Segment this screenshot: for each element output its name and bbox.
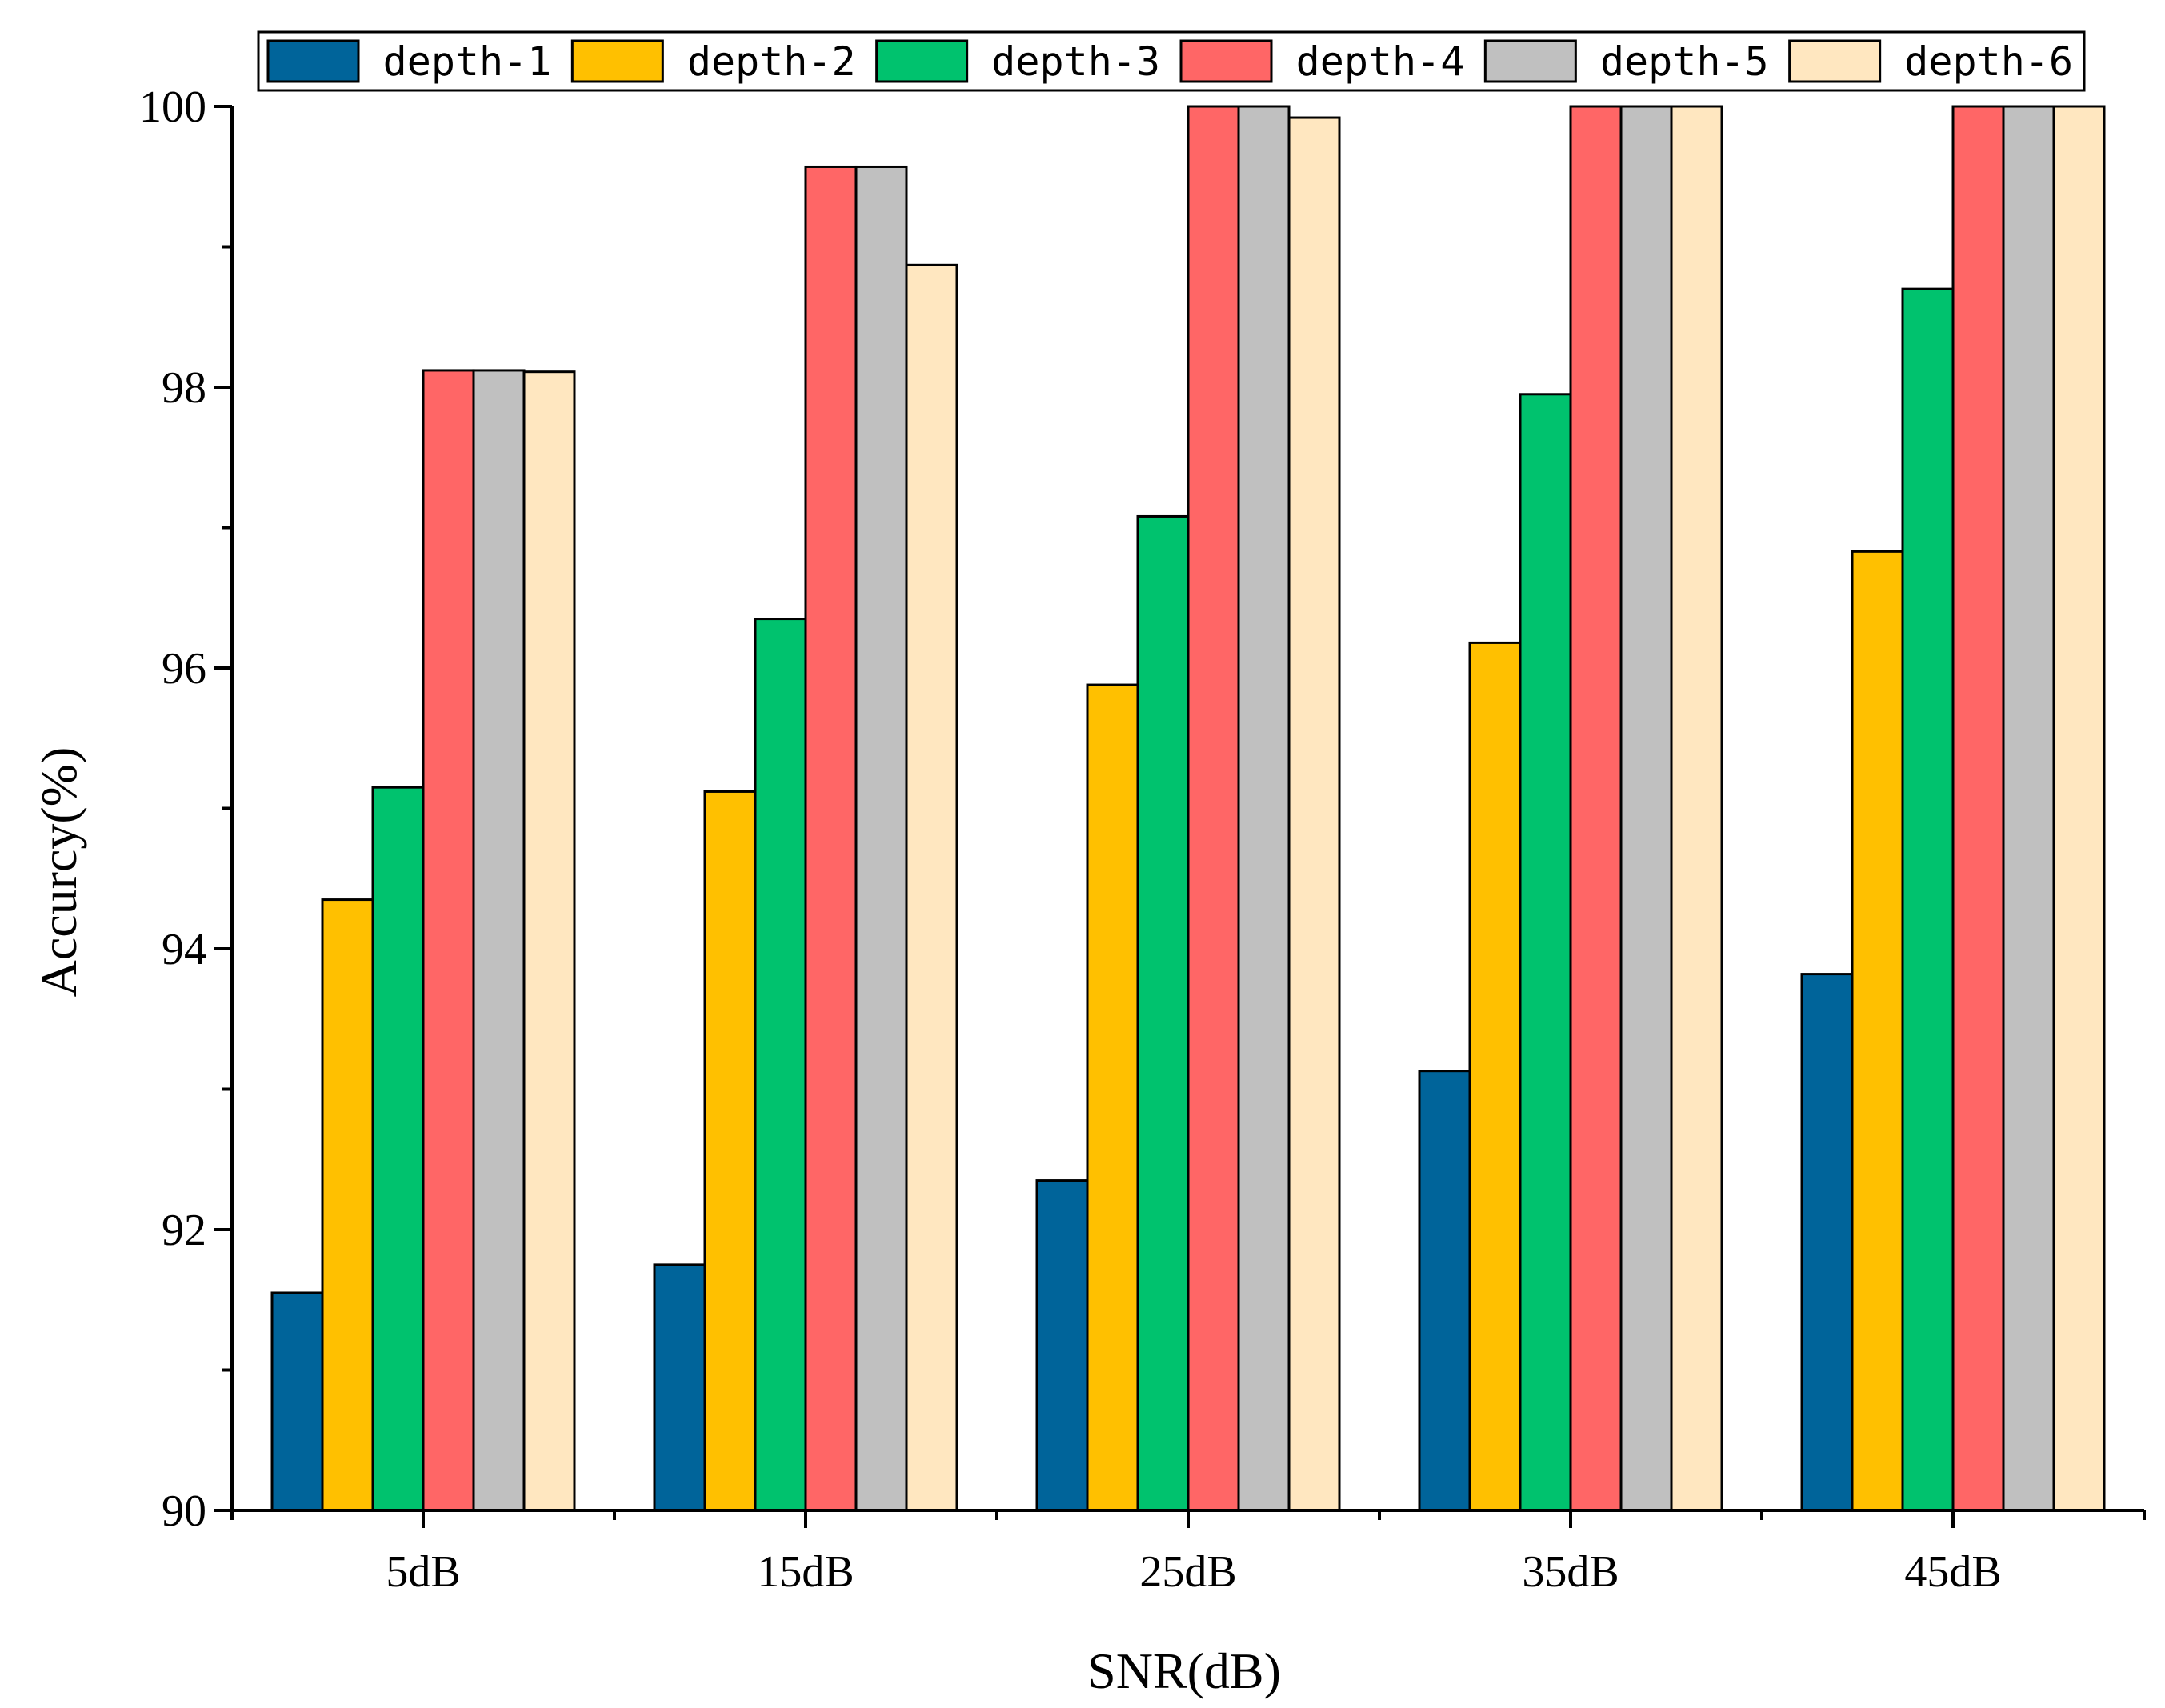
legend-swatch-depth-5 [1483, 39, 1577, 83]
bars-layer [270, 105, 2106, 1512]
legend-swatch-depth-2 [570, 39, 664, 83]
legend-label-depth-4: depth-4 [1296, 38, 1465, 85]
bar-depth-3-25dB [1136, 514, 1190, 1512]
x-tick-label: 35dB [1522, 1547, 1619, 1597]
bar-depth-3-45dB [1901, 287, 1955, 1512]
bar-depth-6-5dB [522, 370, 576, 1512]
x-tick-label: 15dB [757, 1547, 854, 1597]
legend-label-depth-2: depth-2 [687, 38, 856, 85]
bar-depth-1-15dB [653, 1263, 706, 1512]
legend-swatch-depth-6 [1788, 39, 1882, 83]
bar-depth-5-35dB [1619, 105, 1673, 1512]
bar-depth-2-25dB [1086, 683, 1139, 1512]
x-axis-title: SNR(dB) [1087, 1642, 1281, 1699]
bar-depth-4-45dB [1951, 105, 2005, 1512]
bar-depth-4-15dB [804, 165, 858, 1512]
bar-depth-6-45dB [2052, 105, 2106, 1512]
bar-depth-1-45dB [1800, 973, 1854, 1512]
legend-swatch-depth-1 [266, 39, 360, 83]
y-tick-label: 94 [162, 925, 206, 974]
legend-label-depth-1: depth-1 [383, 38, 552, 85]
legend-label-depth-3: depth-3 [991, 38, 1160, 85]
x-tick-label: 5dB [386, 1547, 460, 1597]
bar-depth-2-45dB [1851, 550, 1904, 1512]
y-tick-label: 90 [162, 1486, 206, 1536]
bar-depth-1-35dB [1418, 1070, 1471, 1512]
bar-depth-4-35dB [1569, 105, 1623, 1512]
bar-depth-4-5dB [422, 369, 475, 1512]
bar-depth-2-35dB [1468, 641, 1522, 1512]
bar-depth-6-15dB [905, 263, 958, 1512]
legend-label-depth-5: depth-5 [1600, 38, 1769, 85]
bar-depth-3-15dB [754, 618, 807, 1512]
bar-depth-6-25dB [1287, 116, 1341, 1512]
bar-depth-4-25dB [1187, 105, 1240, 1512]
legend-swatch-depth-3 [875, 39, 969, 83]
bar-depth-5-25dB [1237, 105, 1291, 1512]
x-tick-label: 45dB [1904, 1547, 2001, 1597]
bar-depth-5-45dB [2002, 105, 2055, 1512]
legend-label-depth-6: depth-6 [1904, 38, 2073, 85]
bar-depth-1-25dB [1035, 1179, 1089, 1512]
bar-depth-1-5dB [270, 1291, 324, 1512]
bar-depth-2-15dB [703, 790, 757, 1512]
y-tick-label: 98 [162, 363, 206, 413]
y-tick-label: 100 [139, 82, 206, 132]
y-tick-label: 92 [162, 1206, 206, 1255]
bar-depth-3-5dB [371, 786, 425, 1512]
axes-layer: 90 92 94 96 98 100 5dB 15dB 25dB 35dB 45dB [139, 82, 2146, 1597]
legend-box [257, 30, 2086, 92]
y-tick-label: 96 [162, 644, 206, 694]
bar-depth-3-35dB [1519, 393, 1572, 1512]
y-axis-title: Accurcy(%) [30, 747, 87, 998]
legend-swatch-depth-4 [1179, 39, 1273, 83]
bar-depth-5-15dB [854, 165, 908, 1512]
x-tick-label: 25dB [1139, 1547, 1236, 1597]
bar-depth-2-5dB [321, 898, 374, 1512]
legend: depth-1 depth-2 depth-3 depth-4 depth-5 depth… [257, 30, 2086, 92]
bar-depth-5-5dB [472, 369, 526, 1512]
bar-depth-6-35dB [1670, 105, 1723, 1512]
